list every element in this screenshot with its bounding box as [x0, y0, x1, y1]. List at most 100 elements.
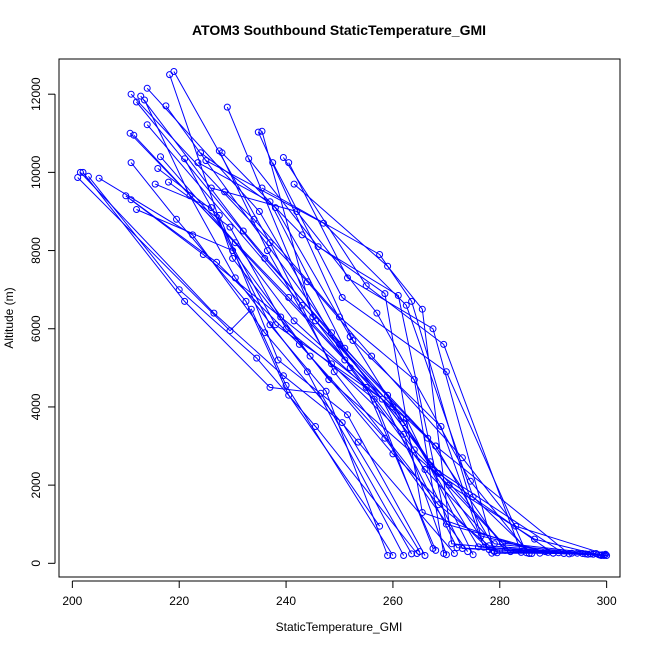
series-line-26: [218, 150, 447, 555]
data-point: [581, 550, 589, 558]
data-point: [418, 509, 426, 516]
data-point: [141, 96, 148, 104]
series-line-5: [130, 93, 606, 555]
data-point: [418, 305, 426, 313]
data-point: [587, 550, 595, 558]
series-line-34: [136, 209, 490, 550]
data-point: [290, 317, 298, 325]
series-line-30: [157, 168, 426, 556]
data-point: [596, 551, 604, 559]
data-point: [189, 231, 197, 239]
data-point: [266, 321, 274, 329]
data-point: [271, 321, 279, 329]
data-point: [194, 159, 202, 167]
data-point: [197, 149, 205, 157]
data-point: [143, 121, 151, 129]
data-point: [336, 313, 343, 321]
data-point: [344, 274, 351, 282]
data-point: [579, 550, 587, 557]
data-point: [328, 360, 335, 368]
x-axis-label: StaticTemperature_GMI: [276, 620, 403, 634]
data-point: [320, 219, 327, 227]
data-point: [207, 204, 215, 212]
data-point: [346, 333, 354, 341]
data-point: [400, 430, 408, 438]
data-point: [229, 247, 237, 255]
data-point: [285, 391, 293, 399]
y-tick-label: 4000: [29, 393, 43, 420]
x-tick-label: 280: [490, 594, 510, 608]
series-line-10: [226, 106, 601, 556]
data-point: [266, 383, 274, 391]
data-point: [330, 368, 338, 376]
series-line-29: [168, 181, 434, 549]
data-point: [555, 549, 563, 557]
series-line-32: [130, 162, 381, 527]
data-point: [528, 550, 536, 557]
data-point: [127, 159, 135, 167]
data-point: [370, 395, 378, 403]
data-point: [298, 231, 306, 239]
data-point: [143, 84, 151, 92]
data-point: [231, 274, 239, 282]
data-point: [384, 552, 392, 559]
data-point: [312, 423, 319, 430]
data-point: [175, 286, 183, 294]
series-line-35: [130, 199, 469, 552]
series-line-41: [77, 177, 394, 556]
data-point: [429, 325, 437, 333]
y-axis: 0 2000 4000 6000 8000 10000 12000: [29, 77, 56, 567]
data-point: [303, 368, 311, 376]
data-point: [166, 71, 174, 79]
series-line-28: [160, 156, 437, 551]
data-point: [298, 301, 306, 309]
data-point: [402, 415, 410, 423]
data-point: [130, 131, 138, 139]
data-point: [501, 546, 509, 554]
series-lines: [77, 71, 607, 556]
series-line-13: [133, 134, 572, 554]
data-point: [226, 327, 234, 335]
data-point: [165, 178, 172, 186]
data-point: [181, 155, 189, 163]
data-point: [445, 481, 453, 489]
data-point: [162, 102, 170, 110]
data-point: [362, 383, 370, 391]
data-point: [400, 552, 408, 559]
data-point: [261, 329, 269, 337]
data-point: [394, 292, 402, 299]
data-point: [346, 364, 354, 372]
data-point: [242, 297, 250, 305]
data-point: [285, 294, 293, 301]
data-point: [368, 352, 376, 360]
data-point: [416, 548, 424, 556]
data-point: [186, 192, 194, 200]
y-tick-label: 2000: [29, 471, 43, 498]
series-points: [74, 68, 611, 559]
data-point: [531, 535, 538, 543]
data-point: [432, 442, 440, 450]
data-point: [389, 552, 397, 559]
data-point: [293, 208, 301, 215]
data-point: [338, 419, 346, 427]
plot-frame: [58, 58, 621, 578]
data-point: [549, 549, 557, 557]
data-point: [568, 549, 576, 557]
data-point: [434, 501, 442, 509]
data-point: [536, 549, 544, 557]
data-point: [266, 198, 274, 206]
data-point: [381, 434, 389, 442]
data-point: [362, 282, 370, 290]
data-point: [279, 372, 287, 380]
data-point: [226, 223, 234, 231]
data-point: [442, 520, 450, 528]
data-point: [408, 297, 416, 305]
data-point: [466, 477, 474, 485]
data-point: [254, 128, 262, 136]
data-point: [469, 551, 477, 559]
data-point: [258, 127, 266, 135]
data-point: [245, 155, 253, 163]
data-point: [477, 532, 485, 540]
data-point: [523, 549, 530, 557]
